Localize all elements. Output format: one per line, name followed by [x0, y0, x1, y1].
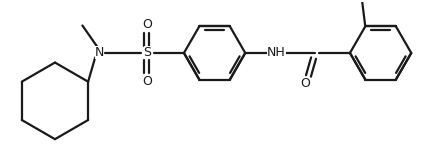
Text: O: O — [300, 77, 310, 90]
Text: N: N — [95, 46, 104, 60]
Text: NH: NH — [267, 46, 286, 60]
Text: O: O — [143, 18, 153, 31]
Text: O: O — [143, 75, 153, 88]
Text: S: S — [144, 46, 152, 60]
